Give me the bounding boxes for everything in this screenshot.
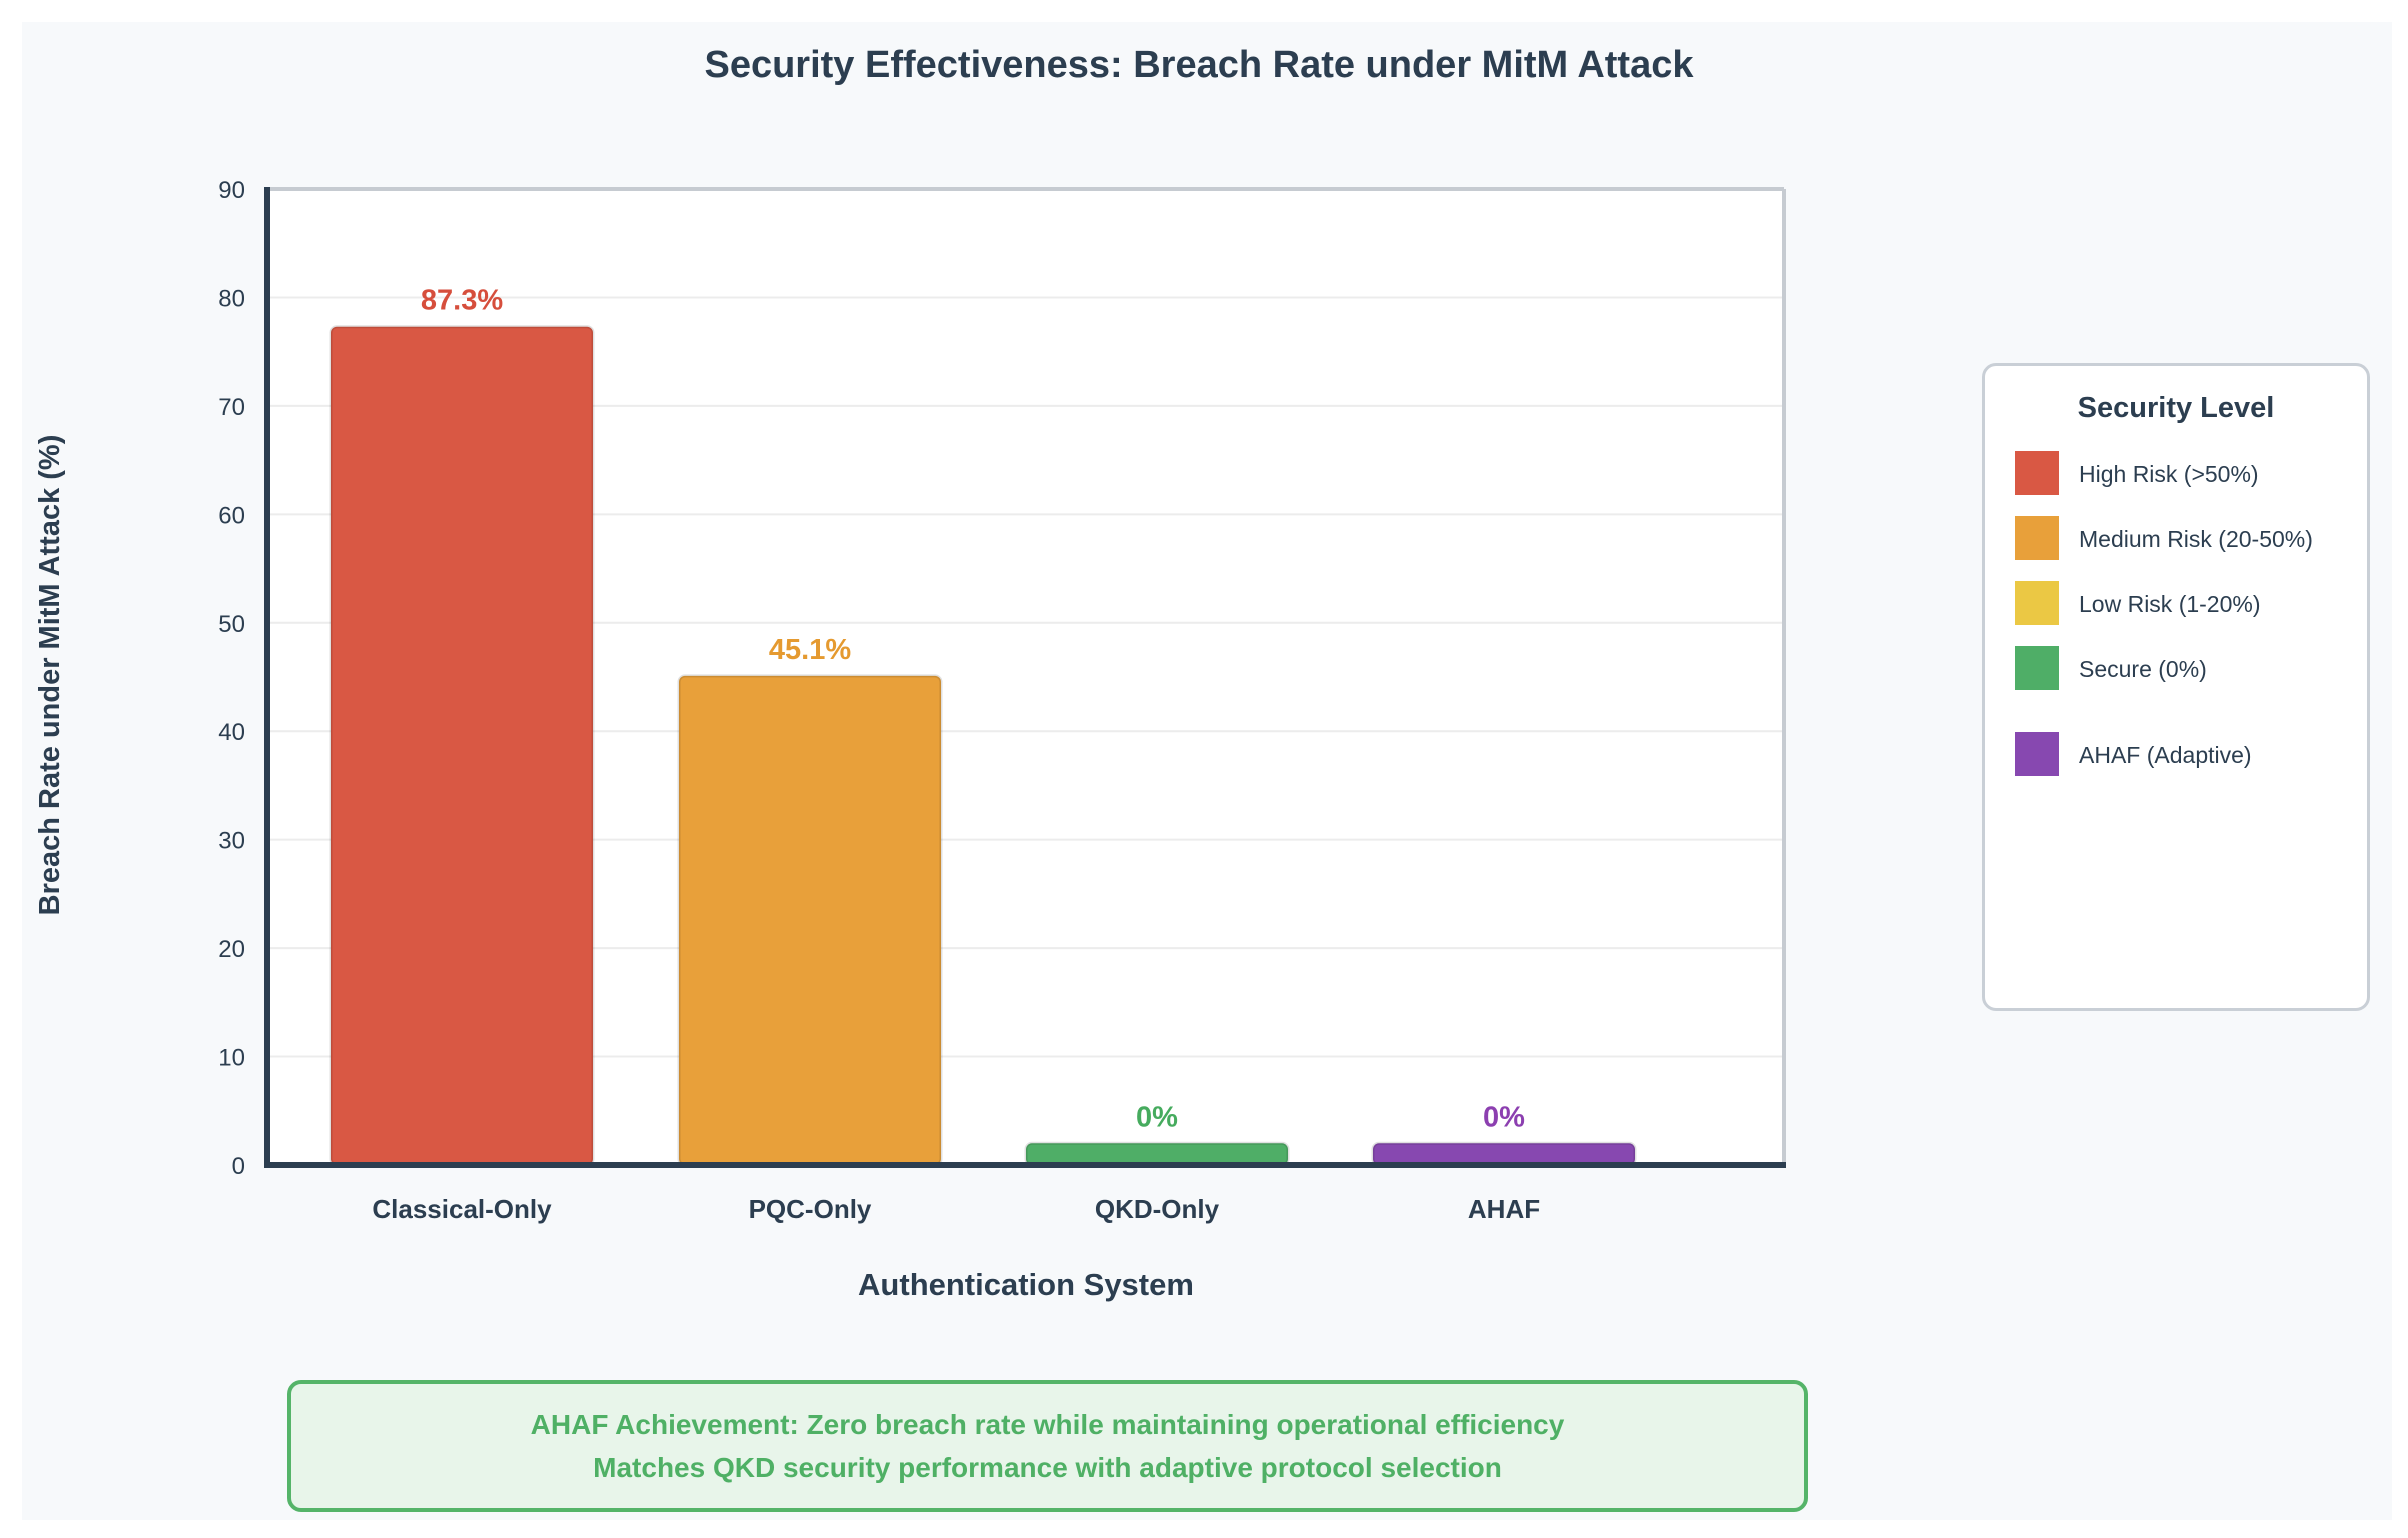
legend-swatch (2015, 451, 2059, 495)
legend-swatch (2015, 516, 2059, 560)
data-label: 87.3% (421, 285, 503, 317)
legend-label: Low Risk (1-20%) (2079, 591, 2261, 617)
legend-label: AHAF (Adaptive) (2079, 742, 2252, 768)
y-tick-label: 30 (218, 828, 245, 855)
x-tick-label: AHAF (1468, 1194, 1540, 1224)
legend-item-ahaf: AHAF (Adaptive) (2015, 732, 2365, 776)
y-tick-label: 70 (218, 394, 245, 421)
legend-item-medium-risk: Medium Risk (20-50%) (2015, 516, 2365, 560)
bar-classical-only (329, 325, 595, 1167)
legend: Security Level High Risk (>50%) Medium R… (1982, 363, 2370, 1011)
bar-pqc-only (677, 674, 943, 1167)
legend-item-low-risk: Low Risk (1-20%) (2015, 581, 2365, 625)
y-tick-label: 20 (218, 936, 245, 963)
note-line-2: Matches QKD security performance with ad… (593, 1452, 1502, 1483)
legend-item-high-risk: High Risk (>50%) (2015, 451, 2365, 495)
legend-label: Medium Risk (20-50%) (2079, 526, 2313, 552)
data-label: 45.1% (769, 634, 851, 666)
chart-title: Security Effectiveness: Breach Rate unde… (704, 44, 1694, 86)
bar-ahaf (1371, 1141, 1637, 1167)
legend-title: Security Level (2077, 392, 2275, 424)
legend-item-secure: Secure (0%) (2015, 646, 2365, 690)
bar-chart: 0 10 20 30 40 50 60 70 80 90 87.3% Classical-Only 45… (34, 44, 1786, 1302)
x-axis-title: Authentication System (858, 1267, 1194, 1302)
bar-qkd-only (1024, 1141, 1290, 1167)
data-label: 0% (1483, 1101, 1525, 1133)
y-tick-label: 50 (218, 611, 245, 638)
x-tick-label: PQC-Only (749, 1194, 872, 1224)
y-tick-label: 40 (218, 719, 245, 746)
legend-swatch (2015, 581, 2059, 625)
legend-swatch (2015, 646, 2059, 690)
y-axis-title: Breach Rate under MitM Attack (%) (34, 435, 66, 916)
x-tick-label: QKD-Only (1095, 1194, 1220, 1224)
y-tick-label: 80 (218, 285, 245, 312)
legend-label: Secure (0%) (2079, 656, 2207, 682)
y-tick-label: 10 (218, 1045, 245, 1072)
y-tick-label: 90 (218, 177, 245, 204)
data-label: 0% (1136, 1101, 1178, 1133)
x-tick-label: Classical-Only (372, 1194, 552, 1224)
y-tick-label: 60 (218, 502, 245, 529)
legend-label: High Risk (>50%) (2079, 461, 2259, 487)
legend-swatch (2015, 732, 2059, 776)
y-tick-label: 0 (232, 1153, 245, 1180)
chart-panel: 0 10 20 30 40 50 60 70 80 90 87.3% Classical-Only 45… (22, 22, 2392, 1520)
achievement-note: AHAF Achievement: Zero breach rate while… (287, 1380, 1808, 1512)
note-line-1: AHAF Achievement: Zero breach rate while… (530, 1409, 1565, 1440)
